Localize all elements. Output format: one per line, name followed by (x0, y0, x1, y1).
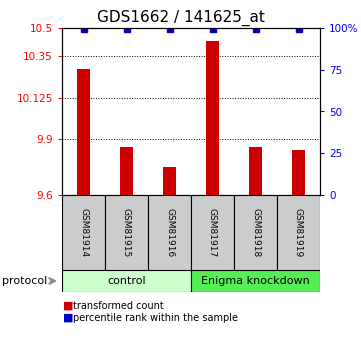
Text: ■: ■ (63, 301, 74, 311)
Text: GSM81916: GSM81916 (165, 208, 174, 257)
Bar (163, 167, 176, 195)
Text: GSM81915: GSM81915 (122, 208, 131, 257)
Text: percentile rank within the sample: percentile rank within the sample (73, 313, 238, 323)
Text: Enigma knockdown: Enigma knockdown (201, 276, 310, 286)
Text: ■: ■ (63, 313, 74, 323)
Bar (191, 195, 234, 270)
Text: protocol: protocol (2, 276, 47, 286)
Bar (249, 147, 262, 195)
Text: GSM81919: GSM81919 (294, 208, 303, 257)
Bar (277, 195, 320, 270)
Text: GSM81914: GSM81914 (79, 208, 88, 257)
Bar (77, 69, 90, 195)
Bar (105, 195, 148, 270)
Bar (191, 270, 320, 292)
Bar (206, 41, 219, 195)
Text: transformed count: transformed count (73, 301, 164, 311)
Bar (234, 195, 277, 270)
Bar (120, 147, 133, 195)
Text: GSM81918: GSM81918 (251, 208, 260, 257)
Bar (292, 150, 305, 195)
Text: control: control (107, 276, 146, 286)
Bar (62, 270, 191, 292)
Text: GDS1662 / 141625_at: GDS1662 / 141625_at (96, 10, 265, 26)
Text: GSM81917: GSM81917 (208, 208, 217, 257)
Bar (148, 195, 191, 270)
Bar (62, 195, 105, 270)
